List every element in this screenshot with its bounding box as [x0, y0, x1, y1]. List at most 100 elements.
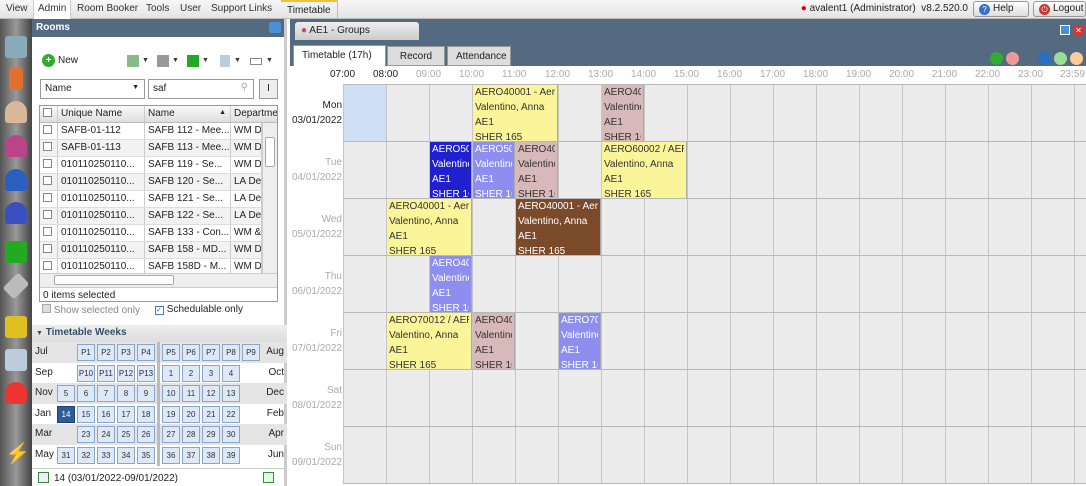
- schedulable-only-checkbox[interactable]: ✓ Schedulable only: [155, 304, 243, 315]
- logout-button[interactable]: ⏻ Logout: [1033, 1, 1086, 17]
- week-cell[interactable]: P9: [242, 344, 260, 361]
- week-cell[interactable]: 28: [182, 426, 200, 443]
- week-cell[interactable]: 6: [77, 385, 95, 402]
- table-row[interactable]: 010110250110... SAFB 133 - Con... WM &: [40, 225, 277, 242]
- week-cell[interactable]: P3: [117, 344, 135, 361]
- table-row[interactable]: 010110250110...SAFB 158 - MD...WM De: [40, 242, 277, 259]
- chevron-down-icon[interactable]: ▼: [202, 57, 209, 64]
- week-cell[interactable]: 21: [202, 405, 220, 423]
- column-department[interactable]: Department: [231, 106, 277, 122]
- menu-room-booker[interactable]: Room Booker: [77, 3, 139, 14]
- week-cell[interactable]: 35: [137, 446, 155, 464]
- refresh-icon[interactable]: [1038, 52, 1051, 65]
- week-cell[interactable]: 9: [137, 385, 155, 402]
- week-cell[interactable]: 31: [57, 446, 75, 464]
- table-row[interactable]: 010110250110...SAFB 121 - Se...LA Dep: [40, 191, 277, 208]
- column-name[interactable]: Name ▲: [145, 106, 231, 122]
- help-button[interactable]: ? Help: [973, 1, 1029, 17]
- table-icon[interactable]: [157, 55, 169, 67]
- menu-admin[interactable]: Admin: [33, 0, 72, 19]
- chevron-down-icon[interactable]: ▼: [234, 57, 241, 64]
- map-icon[interactable]: [127, 55, 139, 67]
- calendar-area[interactable]: AERO40001 - Aeroc Valentino, Anna AE1 SHER …: [343, 84, 1086, 484]
- week-cell[interactable]: P13: [137, 364, 155, 382]
- close-icon[interactable]: ✕: [1073, 25, 1084, 36]
- week-cell[interactable]: 34: [117, 446, 135, 464]
- student-group-icon[interactable]: [5, 202, 27, 224]
- filter-field-select[interactable]: Name ▼: [40, 79, 145, 99]
- week-cell[interactable]: 8: [117, 385, 135, 402]
- week-cell[interactable]: 14: [57, 405, 75, 423]
- week-cell[interactable]: 1: [162, 364, 180, 382]
- tab-attendance[interactable]: Attendance: [447, 46, 511, 66]
- week-cell[interactable]: 37: [182, 446, 200, 464]
- week-cell[interactable]: 2: [182, 364, 200, 382]
- week-cell[interactable]: 12: [202, 385, 220, 402]
- week-cell[interactable]: 13: [222, 385, 240, 402]
- week-cell[interactable]: 33: [97, 446, 115, 464]
- search-input[interactable]: saf ⚲: [148, 79, 254, 99]
- week-cell[interactable]: 39: [222, 446, 240, 464]
- grid-icon[interactable]: [5, 241, 27, 263]
- timetable-event[interactable]: AERO500 Valentino AE1 SHER 165: [473, 142, 515, 198]
- timetable-event[interactable]: AERO700 Valentino AE1 SHER 165: [559, 313, 601, 369]
- week-cell[interactable]: 23: [77, 426, 95, 443]
- week-cell[interactable]: 36: [162, 446, 180, 464]
- timetable-event[interactable]: AERO400 Valentino AE1 SHER 165: [516, 142, 558, 198]
- document-icon[interactable]: [220, 55, 230, 67]
- week-cell[interactable]: 27: [162, 426, 180, 443]
- selected-slot[interactable]: [344, 85, 386, 141]
- row-checkbox[interactable]: [40, 259, 58, 275]
- week-cell[interactable]: P1: [77, 344, 95, 361]
- chevron-down-icon[interactable]: ▼: [266, 57, 273, 64]
- week-cell[interactable]: 26: [137, 426, 155, 443]
- documents-icon[interactable]: [5, 349, 27, 371]
- week-cell[interactable]: 11: [182, 385, 200, 402]
- week-cell[interactable]: 22: [222, 405, 240, 423]
- table-row[interactable]: 010110250110...SAFB 119 - Se...WM De: [40, 157, 277, 174]
- tag-icon[interactable]: [2, 272, 30, 300]
- tab-record[interactable]: Record: [387, 46, 445, 66]
- week-cell[interactable]: 4: [222, 364, 240, 382]
- week-cell[interactable]: P5: [162, 344, 180, 361]
- row-checkbox[interactable]: [40, 140, 58, 156]
- staff-group-icon[interactable]: [5, 135, 27, 157]
- restore-icon[interactable]: [1060, 25, 1070, 35]
- week-cell[interactable]: P11: [97, 364, 115, 382]
- vertical-scrollbar[interactable]: [262, 123, 277, 273]
- timetable-event[interactable]: AERO400 Valentino AE1 SHER 165: [430, 256, 472, 312]
- timetable-event[interactable]: AERO40001 - Aeroc Valentino, Anna AE1 SHER …: [387, 199, 472, 255]
- week-cell[interactable]: 16: [97, 405, 115, 423]
- week-cell[interactable]: P6: [182, 344, 200, 361]
- week-cell[interactable]: 18: [137, 405, 155, 423]
- add-icon[interactable]: [990, 52, 1003, 65]
- case-button[interactable]: I: [259, 79, 278, 99]
- calendar-picker-icon[interactable]: [263, 472, 274, 483]
- show-selected-only-checkbox[interactable]: Show selected only: [42, 304, 140, 316]
- clock-icon[interactable]: [5, 316, 27, 338]
- table-row[interactable]: 010110250110...SAFB 122 - Se...LA Dep: [40, 208, 277, 225]
- row-checkbox[interactable]: [40, 191, 58, 207]
- week-cell[interactable]: P10: [77, 364, 95, 382]
- week-cell[interactable]: 32: [77, 446, 95, 464]
- timetable-event[interactable]: AERO400 Valentino AE1 SHER 165: [473, 313, 515, 369]
- row-checkbox[interactable]: [40, 157, 58, 173]
- week-cell[interactable]: 24: [97, 426, 115, 443]
- row-checkbox[interactable]: [40, 123, 58, 139]
- approve-icon[interactable]: [1054, 52, 1067, 65]
- week-cell[interactable]: 20: [182, 405, 200, 423]
- week-cell[interactable]: 5: [57, 385, 75, 402]
- row-checkbox[interactable]: [40, 208, 58, 224]
- column-unique-name[interactable]: Unique Name: [58, 106, 145, 122]
- week-cell[interactable]: P4: [137, 344, 155, 361]
- timetable-weeks-header[interactable]: ▼ Timetable Weeks: [32, 325, 287, 342]
- admin-shield-icon[interactable]: [5, 382, 27, 404]
- week-cell[interactable]: P2: [97, 344, 115, 361]
- lightning-icon[interactable]: ⚡: [5, 443, 30, 465]
- week-cell[interactable]: P12: [117, 364, 135, 382]
- door-icon[interactable]: [9, 68, 23, 90]
- student-icon[interactable]: [5, 169, 27, 191]
- timetable-event[interactable]: AERO60002 / AERC Valentino, Anna AE1 SHER 1…: [602, 142, 687, 198]
